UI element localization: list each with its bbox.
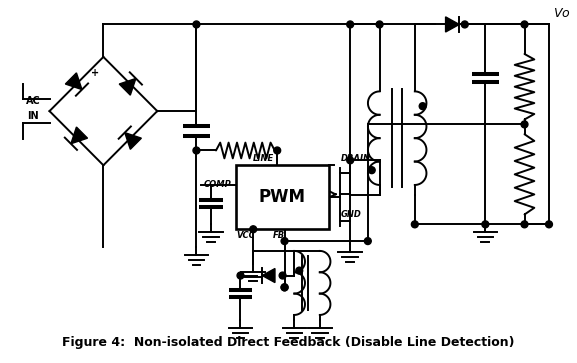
Circle shape (376, 21, 383, 28)
Circle shape (347, 21, 354, 28)
Polygon shape (65, 73, 82, 90)
Text: IN: IN (27, 111, 39, 121)
Text: AC: AC (25, 96, 40, 106)
Polygon shape (445, 17, 459, 32)
Circle shape (482, 221, 489, 228)
Text: +: + (92, 68, 100, 78)
Circle shape (347, 157, 354, 164)
Circle shape (365, 238, 371, 245)
Circle shape (237, 272, 244, 279)
Circle shape (193, 21, 200, 28)
Circle shape (546, 221, 552, 228)
Circle shape (281, 284, 288, 291)
Circle shape (521, 121, 528, 128)
Text: VCC: VCC (236, 231, 255, 240)
Circle shape (419, 103, 426, 110)
Circle shape (296, 267, 303, 274)
Circle shape (521, 21, 528, 28)
Text: $\it{Vo}$: $\it{Vo}$ (553, 7, 571, 20)
Text: COMP: COMP (204, 180, 232, 189)
Circle shape (193, 147, 200, 154)
Polygon shape (119, 78, 136, 95)
Polygon shape (125, 132, 141, 149)
Text: GND: GND (340, 210, 361, 219)
Circle shape (279, 272, 286, 279)
Circle shape (521, 221, 528, 228)
Circle shape (411, 221, 418, 228)
Polygon shape (71, 127, 88, 144)
Text: DRAIN: DRAIN (340, 154, 370, 163)
Text: PWM: PWM (258, 188, 306, 206)
Circle shape (274, 147, 280, 154)
Circle shape (250, 226, 257, 233)
Circle shape (462, 21, 468, 28)
Text: FB: FB (273, 231, 285, 240)
Circle shape (281, 238, 288, 245)
Text: Figure 4:  Non-isolated Direct Feedback (Disable Line Detection): Figure 4: Non-isolated Direct Feedback (… (62, 336, 514, 349)
Circle shape (368, 167, 375, 174)
Bar (235, 165, 329, 229)
Circle shape (281, 284, 288, 291)
Polygon shape (262, 269, 275, 282)
Text: LINE: LINE (253, 154, 274, 163)
